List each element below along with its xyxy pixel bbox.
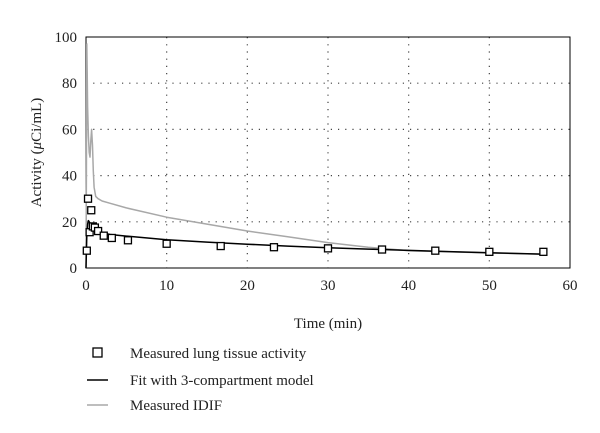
legend: Measured lung tissue activity Fit with 3… [87, 346, 314, 414]
y-tick-label: 100 [55, 30, 78, 46]
x-tick-label: 20 [240, 278, 255, 294]
legend-marker-measured-lung-tissue [92, 347, 103, 358]
data-point-lung-tissue [162, 239, 171, 248]
x-tick-label: 10 [159, 278, 174, 294]
tick-labels: 0 10 20 30 40 50 60 0 20 40 60 80 100 [55, 30, 578, 294]
data-point-lung-tissue [323, 244, 333, 253]
x-axis-title: Time (min) [294, 316, 362, 332]
legend-label-measured-lung-tissue: Measured lung tissue activity [130, 346, 307, 362]
y-tick-label: 60 [62, 122, 77, 138]
series-layer [82, 43, 548, 269]
x-tick-label: 0 [82, 278, 90, 294]
y-axis-title-mu: μ [29, 141, 45, 150]
y-axis-title-suffix: Ci/mL) [29, 98, 45, 142]
x-tick-label: 40 [401, 278, 416, 294]
data-point-lung-tissue [107, 233, 116, 243]
grid [86, 37, 570, 268]
legend-label-fit-3-compartment: Fit with 3-compartment model [130, 373, 314, 389]
y-tick-label: 20 [62, 215, 77, 231]
data-point-lung-tissue [377, 245, 387, 254]
legend-label-measured-idif: Measured IDIF [130, 398, 222, 414]
data-point-lung-tissue [216, 241, 225, 251]
data-point-lung-tissue [431, 246, 440, 255]
y-tick-label: 40 [62, 169, 77, 185]
y-axis-title-prefix: Activity ( [29, 149, 45, 207]
y-tick-label: 80 [62, 76, 77, 92]
data-point-lung-tissue [269, 243, 279, 252]
data-point-lung-tissue [99, 231, 108, 240]
data-point-lung-tissue [82, 246, 91, 255]
x-tick-label: 60 [563, 278, 578, 294]
series-line-fit-with-3-compartment-model [85, 219, 542, 269]
series-line-measured-idif [85, 43, 542, 269]
y-tick-label: 0 [70, 261, 78, 277]
data-point-lung-tissue [87, 206, 96, 215]
data-point-lung-tissue [539, 247, 548, 256]
x-tick-label: 30 [321, 278, 336, 294]
data-point-lung-tissue [83, 194, 93, 203]
data-point-lung-tissue [123, 236, 133, 245]
y-axis-title: Activity (μCi/mL) [29, 98, 45, 208]
data-point-lung-tissue [93, 226, 103, 236]
data-point-lung-tissue [485, 247, 494, 256]
x-tick-label: 50 [482, 278, 497, 294]
